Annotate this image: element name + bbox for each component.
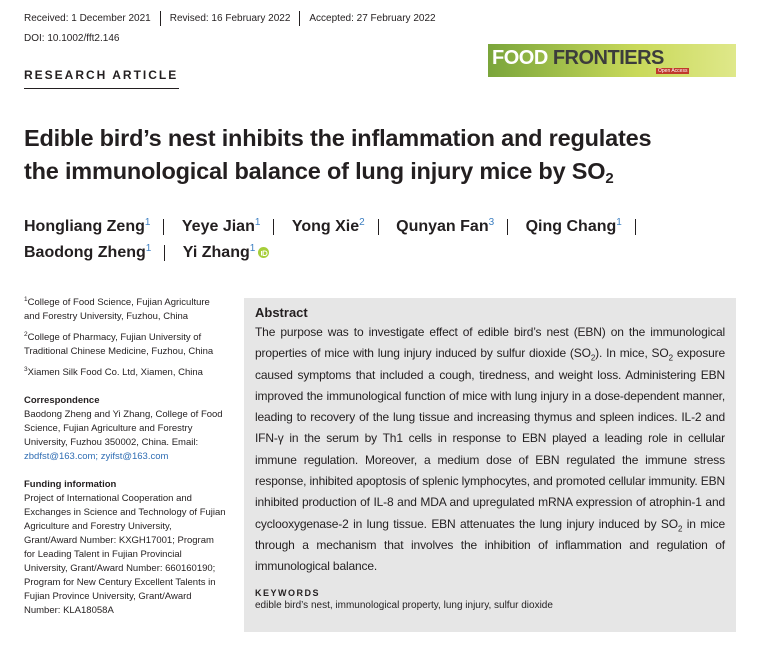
author: Hongliang Zeng1 bbox=[24, 214, 177, 240]
abstract-segment: exposure caused symptoms that included a… bbox=[255, 346, 726, 531]
author-affiliation: 2 bbox=[359, 217, 365, 228]
separator bbox=[159, 11, 161, 26]
article-type: RESEARCH ARTICLE bbox=[24, 68, 179, 82]
separator bbox=[164, 244, 166, 261]
affiliation-number: 2 bbox=[24, 331, 28, 338]
email[interactable]: zbdfst@163.com; zyifst@163.com bbox=[24, 451, 169, 462]
correspondence-heading: Correspondence bbox=[24, 395, 100, 406]
correspondence: Baodong Zheng and Yi Zhang, College of F… bbox=[24, 408, 226, 464]
author: Yong Xie2 bbox=[292, 214, 392, 240]
author-affiliation: 1 bbox=[144, 217, 151, 228]
author-affiliation: 1 bbox=[145, 243, 152, 254]
author-name: Hongliang Zeng bbox=[24, 218, 145, 235]
doi: DOI: 10.1002/fft2.146 bbox=[24, 33, 120, 44]
affiliation: 1College of Food Science, Fujian Agricul… bbox=[24, 296, 226, 324]
title: Edible bird’s nest inhibits the inflamma… bbox=[24, 122, 652, 188]
subscript: 2 bbox=[677, 524, 683, 534]
author-name: Yeye Jian bbox=[181, 218, 255, 235]
date-accepted: Accepted: 27 February 2022 bbox=[309, 13, 436, 24]
journal-name: FOOD FRONTIERS bbox=[492, 47, 664, 70]
separator bbox=[299, 11, 301, 26]
subscript: 2 bbox=[605, 170, 614, 187]
journal-logo: FOOD FRONTIERS Open Access bbox=[488, 44, 736, 77]
authors: Hongliang Zeng1 Yeye Jian1 Yong Xie2 Qun… bbox=[24, 214, 744, 266]
title-line: Edible bird’s nest inhibits the inflamma… bbox=[24, 125, 652, 151]
author-affiliation: 1 bbox=[249, 243, 256, 254]
email-label: Email: bbox=[171, 437, 199, 448]
affiliation-text: Xiamen Silk Food Co. Ltd, Xiamen, China bbox=[27, 367, 203, 378]
keywords: edible bird’s nest, immunological proper… bbox=[255, 599, 553, 611]
author-name: Qing Chang bbox=[525, 218, 617, 235]
separator bbox=[163, 218, 165, 235]
abstract-heading: Abstract bbox=[255, 305, 308, 320]
affiliation-text: College of Food Science, Fujian Agricult… bbox=[24, 297, 210, 322]
author-affiliation: 1 bbox=[616, 217, 622, 228]
funding-text: Project of International Cooperation and… bbox=[24, 493, 226, 616]
author: Qunyan Fan3 bbox=[396, 214, 521, 240]
header-dates: Received: 1 December 2021 Revised: 16 Feb… bbox=[24, 11, 436, 26]
journal-name-2: FRONTIERS bbox=[552, 47, 665, 69]
side-column: 1College of Food Science, Fujian Agricul… bbox=[24, 296, 226, 625]
abstract-segment: ). In mice, SO bbox=[595, 346, 669, 361]
date-revised: Revised: 16 February 2022 bbox=[169, 13, 291, 24]
separator bbox=[507, 218, 509, 235]
journal-name-1: FOOD bbox=[492, 47, 548, 69]
author-name: Yi Zhang bbox=[182, 244, 250, 261]
funding-heading: Funding information bbox=[24, 479, 117, 490]
open-access: Open Access bbox=[656, 68, 690, 74]
separator bbox=[634, 218, 636, 235]
correspondence-text: Baodong Zheng and Yi Zhang, College of F… bbox=[24, 409, 223, 448]
abstract-segment: The purpose was to investigate effect of… bbox=[255, 325, 725, 361]
affiliation-number: 1 bbox=[24, 296, 28, 303]
affiliation: 2College of Pharmacy, Fujian University … bbox=[24, 331, 226, 359]
keywords-heading: KEYWORDS bbox=[255, 587, 321, 598]
abstract-box: Abstract The purpose was to investigate e… bbox=[244, 298, 736, 632]
rule bbox=[24, 88, 179, 89]
affiliation: 3Xiamen Silk Food Co. Ltd, Xiamen, China bbox=[24, 366, 226, 380]
separator bbox=[377, 218, 379, 235]
date-received: Received: 1 December 2021 bbox=[24, 13, 151, 24]
author-affiliation: 3 bbox=[488, 217, 495, 228]
affiliation-number: 3 bbox=[24, 366, 28, 373]
author: Yeye Jian1 bbox=[182, 214, 288, 240]
separator bbox=[273, 218, 275, 235]
author: Qing Chang1 bbox=[526, 214, 649, 240]
abstract-segment: in mice through a mechanism that involve… bbox=[255, 516, 725, 574]
author-name: Qunyan Fan bbox=[396, 218, 489, 235]
author-affiliation: 1 bbox=[254, 217, 261, 228]
author: Yi Zhang1 bbox=[183, 240, 270, 266]
author: Baodong Zheng1 bbox=[24, 240, 178, 266]
abstract-text: The purpose was to investigate effect of… bbox=[255, 322, 725, 578]
author-name: Baodong Zheng bbox=[24, 244, 146, 261]
orcid-icon[interactable] bbox=[258, 247, 270, 258]
subscript: 2 bbox=[590, 353, 596, 363]
subscript: 2 bbox=[668, 353, 673, 363]
affiliation-text: College of Pharmacy, Fujian University o… bbox=[24, 332, 214, 357]
title-line: the immunological balance of lung injury… bbox=[24, 158, 614, 187]
author-name: Yong Xie bbox=[291, 218, 360, 235]
